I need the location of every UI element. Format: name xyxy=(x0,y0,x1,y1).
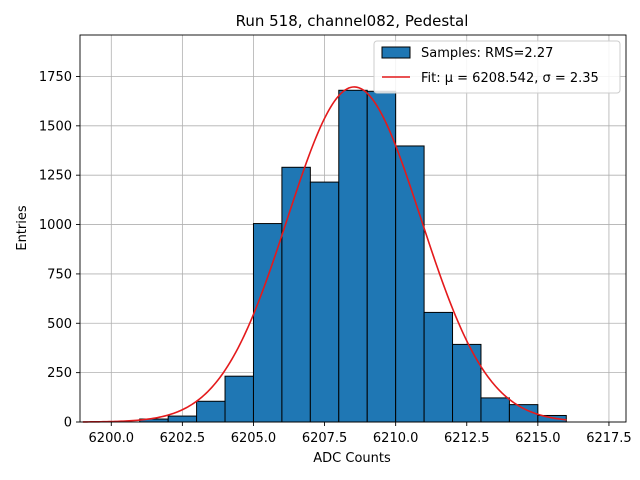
x-axis-label: ADC Counts xyxy=(313,451,391,466)
legend-swatch-samples xyxy=(381,46,411,59)
x-tick-label: 6210.0 xyxy=(373,431,419,446)
histogram-bars xyxy=(139,89,567,423)
y-axis-label: Entries xyxy=(15,205,30,251)
y-tick-label: 1000 xyxy=(39,218,72,233)
y-tick-label: 250 xyxy=(47,366,72,381)
plot-frame xyxy=(79,34,627,423)
histogram-bar xyxy=(196,400,226,423)
histogram-bar xyxy=(366,90,397,423)
y-tick-label: 1750 xyxy=(39,70,72,85)
x-tick-label: 6200.0 xyxy=(89,431,135,446)
x-tick-label: 6205.0 xyxy=(231,431,277,446)
x-tick-label: 6212.5 xyxy=(444,431,490,446)
legend-box xyxy=(373,40,621,94)
histogram-bar xyxy=(338,89,368,423)
histogram-bar xyxy=(224,375,254,423)
y-tick-label: 500 xyxy=(47,317,72,332)
plot-area xyxy=(79,34,627,423)
histogram-bar xyxy=(281,166,311,423)
y-tick-label: 1500 xyxy=(39,119,72,134)
fit-curve xyxy=(82,86,567,423)
x-tick-label: 6215.0 xyxy=(515,431,561,446)
histogram-bar xyxy=(309,181,340,423)
x-tick-label: 6217.5 xyxy=(586,431,632,446)
histogram-bar xyxy=(423,311,454,423)
chart-title: Run 518, channel082, Pedestal xyxy=(236,12,469,30)
legend: Samples: RMS=2.27 Fit: μ = 6208.542, σ =… xyxy=(373,40,621,94)
y-tick-label: 0 xyxy=(64,416,72,431)
histogram-bar xyxy=(395,145,425,423)
histogram-bar xyxy=(452,343,482,423)
y-tick-label: 750 xyxy=(47,267,72,282)
legend-label-fit: Fit: μ = 6208.542, σ = 2.35 xyxy=(421,71,599,86)
y-tick-label: 1250 xyxy=(39,169,72,184)
x-tick-label: 6207.5 xyxy=(302,431,348,446)
histogram-bar xyxy=(252,223,283,423)
histogram-bar xyxy=(167,415,198,423)
x-tick-label: 6202.5 xyxy=(160,431,206,446)
histogram-bar xyxy=(480,397,510,423)
legend-label-samples: Samples: RMS=2.27 xyxy=(421,46,553,61)
y-axis-ticks: 0 250 500 750 1000 1250 1500 1750 xyxy=(39,70,80,431)
x-axis-ticks: 6200.0 6202.5 6205.0 6207.5 6210.0 6212.5 6215… xyxy=(89,422,632,446)
